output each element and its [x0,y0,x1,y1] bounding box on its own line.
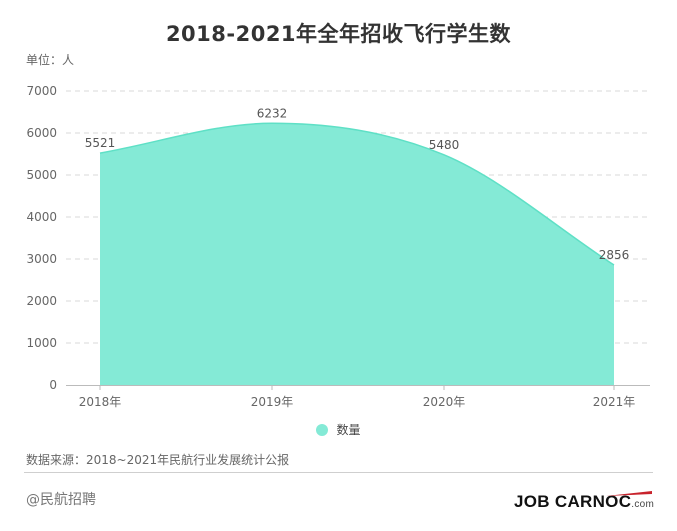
data-source: 数据来源：2018~2021年民航行业发展统计公报 [26,453,290,467]
chart-title: 2018-2021年全年招收飞行学生数 [165,22,512,46]
y-tick-label: 0 [49,378,57,392]
y-tick-label: 5000 [26,168,57,182]
x-tick-label: 2019年 [251,395,294,409]
brand-swoosh-icon [606,491,652,496]
x-tick-label: 2020年 [423,395,466,409]
data-label: 5480 [429,138,460,152]
area-series-line [99,122,615,266]
y-tick-label: 4000 [26,210,57,224]
y-tick-label: 7000 [26,84,57,98]
data-label: 5521 [85,136,116,150]
brand-name: JOB CARNOC [514,492,632,511]
watermark: @民航招聘 [26,492,96,508]
legend-label: 数量 [336,423,361,437]
brand-logo: JOB CARNOC.com [514,492,654,512]
brand-suffix: .com [631,499,655,510]
legend-swatch [316,424,329,436]
divider [24,472,653,473]
unit-label: 单位：人 [26,53,75,67]
area-chart: 0 1000 2000 3000 4000 5000 6000 7000 2018年 2019年 2… [26,84,650,409]
x-tick-label: 2021年 [593,395,636,409]
data-label: 2856 [599,248,630,262]
area-series-数量 [100,123,614,386]
y-tick-label: 3000 [26,252,57,266]
data-label: 6232 [257,106,288,120]
y-tick-label: 1000 [26,336,57,350]
y-tick-label: 2000 [26,294,57,308]
x-tick-label: 2018年 [79,395,122,409]
legend[interactable]: 数量 [0,421,677,438]
y-tick-label: 6000 [26,126,57,140]
